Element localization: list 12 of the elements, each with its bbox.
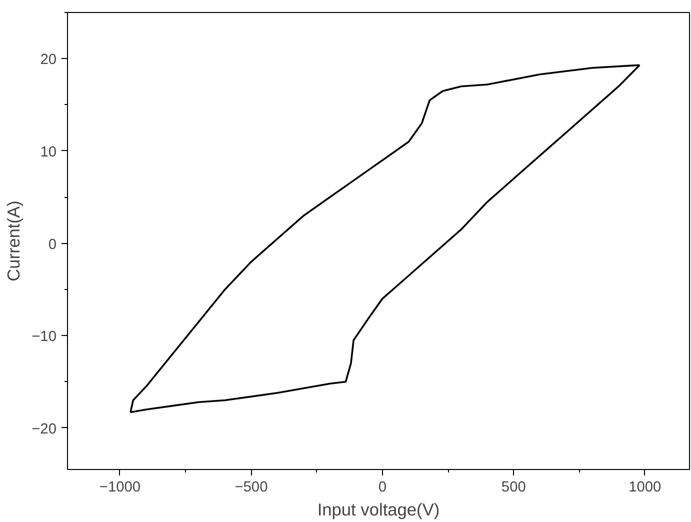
y-tick-label: 20 (40, 52, 57, 68)
y-tick-label: 10 (40, 144, 57, 160)
x-tick-label: −500 (234, 480, 268, 496)
y-tick-label: 0 (48, 236, 57, 253)
x-tick-label: −1000 (99, 480, 141, 496)
y-tick-label: −10 (32, 329, 57, 346)
x-tick-label: 1000 (628, 480, 662, 496)
y-tick-label: −20 (32, 421, 57, 438)
x-axis-title: Input voltage(V) (317, 500, 440, 520)
x-tick-label: 500 (501, 480, 526, 496)
y-axis-title: Current(A) (4, 200, 24, 282)
x-tick-label: 0 (378, 480, 387, 496)
